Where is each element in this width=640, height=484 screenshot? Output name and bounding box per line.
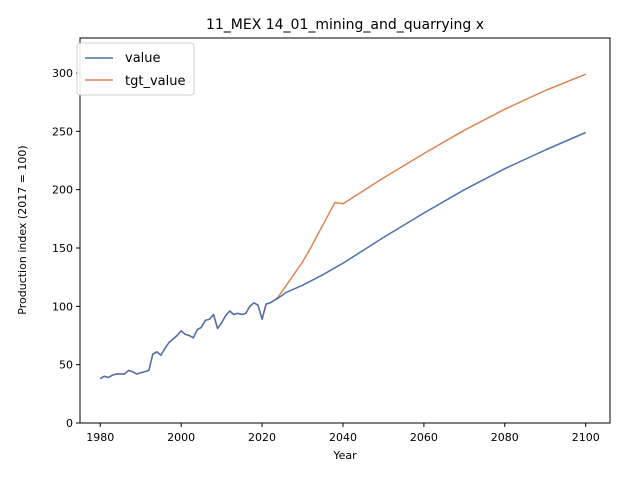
x-tick-label: 1980 xyxy=(86,431,114,444)
x-tick-label: 2100 xyxy=(572,431,600,444)
x-axis-label: Year xyxy=(332,449,357,462)
x-tick-label: 2080 xyxy=(491,431,519,444)
legend-box xyxy=(76,42,195,96)
y-tick-label: 0 xyxy=(66,417,73,430)
chart-title: 11_MEX 14_01_mining_and_quarrying x xyxy=(206,17,484,33)
y-tick-label: 50 xyxy=(59,359,73,372)
x-tick-label: 2040 xyxy=(329,431,357,444)
axes-layer: 1980 2000 2020 2040 2060 2080 2100 0 50 100 150 200… xyxy=(52,67,600,444)
plot-area-frame xyxy=(79,37,611,424)
x-tick-label: 2060 xyxy=(410,431,438,444)
legend-label-tgt-value: tgt_value xyxy=(125,74,185,89)
x-tick-label: 2020 xyxy=(248,431,276,444)
series-line-value xyxy=(99,131,586,380)
y-axis-label: Production index (2017 = 100) xyxy=(16,145,29,314)
series-layer xyxy=(99,73,586,380)
y-tick-label: 300 xyxy=(52,67,73,80)
y-tick-label: 100 xyxy=(52,300,73,313)
y-tick-label: 250 xyxy=(52,125,73,138)
y-tick-label: 150 xyxy=(52,242,73,255)
legend: value tgt_value xyxy=(76,42,195,96)
y-tick-label: 200 xyxy=(52,184,73,197)
x-tick-label: 2000 xyxy=(167,431,195,444)
legend-label-value: value xyxy=(125,51,161,66)
